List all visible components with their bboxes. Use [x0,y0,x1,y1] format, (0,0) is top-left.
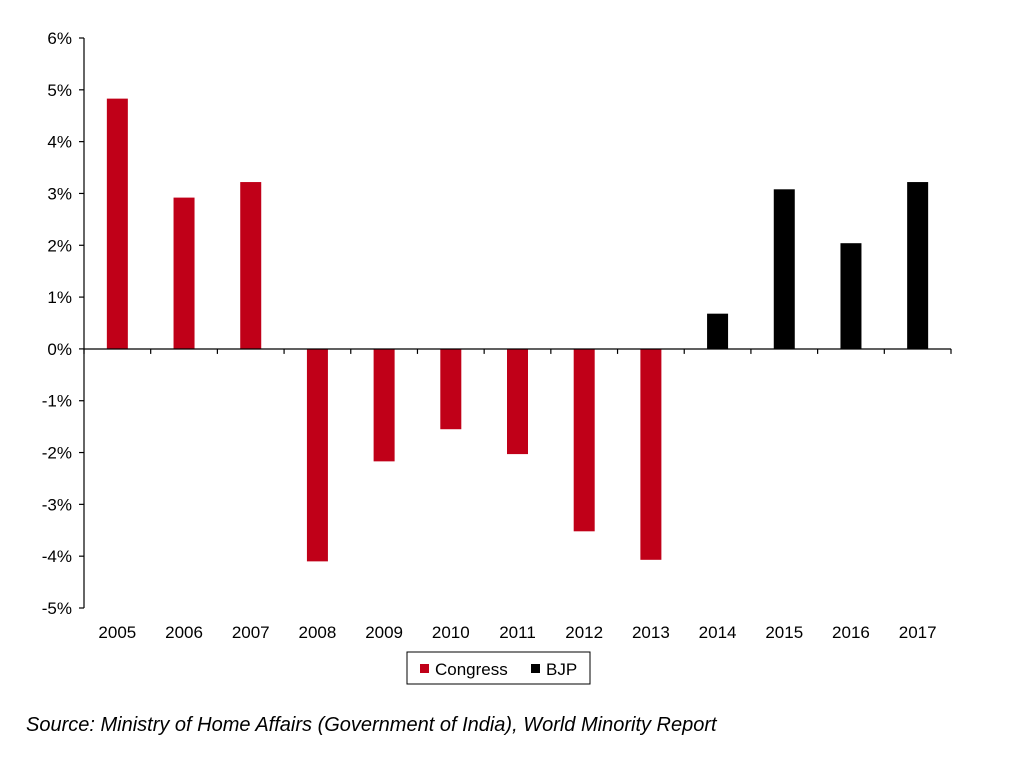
x-tick-label: 2007 [232,623,270,642]
bar-congress-2008 [306,348,328,562]
bar-congress-2012 [573,348,595,532]
bar-congress-2013 [640,348,662,560]
legend-label-bjp: BJP [546,660,577,679]
y-tick-label: -4% [42,547,72,566]
x-tick-label: 2015 [765,623,803,642]
y-tick-label: 3% [47,184,72,203]
y-tick-label: -5% [42,599,72,618]
bar-congress-2009 [373,348,395,462]
y-tick-label: 5% [47,81,72,100]
x-tick-label: 2017 [899,623,937,642]
bar-bjp-2016 [840,243,862,349]
y-tick-label: -3% [42,495,72,514]
x-tick-label: 2005 [98,623,136,642]
bar-congress-2005 [106,98,128,349]
legend: Congress BJP [406,651,591,685]
axes [83,38,951,608]
x-tick-label: 2013 [632,623,670,642]
x-tick-label: 2009 [365,623,403,642]
bars [106,98,929,562]
x-tick-label: 2012 [565,623,603,642]
bar-chart: 6%5%4%3%2%1%0%-1%-2%-3%-4%-5% 2005 2006 20… [42,29,952,685]
source-note: Source: Ministry of Home Affairs (Govern… [26,714,717,736]
y-tick-label: -1% [42,392,72,411]
bar-congress-2007 [240,182,262,349]
x-tick-label: 2016 [832,623,870,642]
bar-congress-2006 [173,197,195,349]
bar-bjp-2014 [707,313,729,349]
bar-congress-2010 [440,348,462,430]
bar-bjp-2017 [907,182,929,349]
legend-box [406,651,591,685]
legend-label-congress: Congress [435,660,508,679]
legend-swatch-congress [420,664,429,673]
bar-congress-2011 [507,348,528,455]
x-tick-label: 2011 [499,623,536,642]
y-tick-label: 1% [47,288,72,307]
y-tick-label: 4% [47,133,72,152]
y-ticks: 6% 5% 4% 3% 2% 1% 0% -1% -2% -3% -4% -5% [42,29,84,618]
bar-bjp-2015 [773,189,795,349]
legend-swatch-bjp [531,664,540,673]
y-tick-label: 2% [47,236,72,255]
y-tick-label: 6% [47,29,72,48]
x-tick-label: 2014 [699,623,737,642]
y-tick-label: -2% [42,444,72,463]
x-ticks: 2005 2006 2007 2008 2009 2010 2011 2012 2013 2014… [83,348,952,642]
y-tick-label: 0% [47,340,72,359]
x-tick-label: 2008 [299,623,337,642]
x-tick-label: 2006 [165,623,203,642]
x-tick-label: 2010 [432,623,470,642]
